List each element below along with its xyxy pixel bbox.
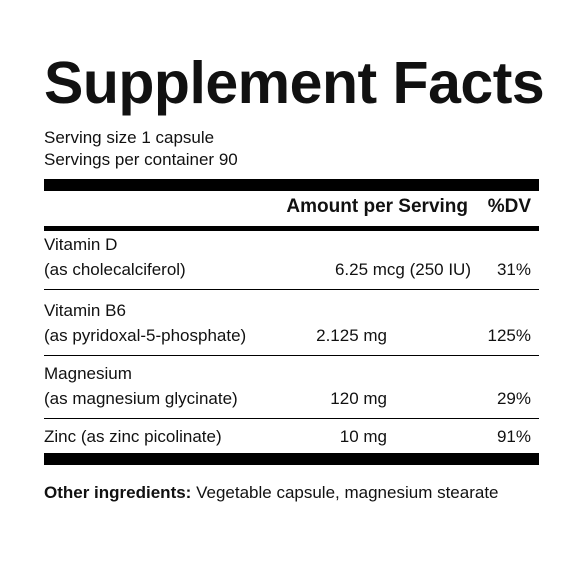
- dv-header: %DV: [487, 196, 531, 217]
- nutrient-name: Zinc (as zinc picolinate): [44, 427, 222, 446]
- nutrient-amount: 6.25 mcg (250 IU): [334, 260, 471, 279]
- nutrient-dv: 31%: [496, 260, 531, 279]
- nutrient-amount: 2.125 mg: [316, 326, 387, 345]
- thick-rule: [44, 453, 539, 465]
- title: Supplement Facts: [44, 50, 545, 116]
- nutrient-form: (as magnesium glycinate): [44, 389, 238, 408]
- amount-header: Amount per Serving: [286, 196, 468, 217]
- nutrient-amount: 120 mg: [330, 389, 387, 408]
- other-ingredients: Other ingredients: Vegetable capsule, ma…: [44, 481, 514, 505]
- nutrient-dv: 29%: [496, 389, 531, 408]
- nutrient-form: (as pyridoxal-5-phosphate): [44, 326, 247, 345]
- nutrient-name: Magnesium: [44, 364, 132, 383]
- thin-rule: [44, 418, 539, 419]
- thin-rule: [44, 355, 539, 356]
- nutrient-amount: 10 mg: [339, 427, 387, 446]
- medium-rule: [44, 226, 539, 231]
- other-text: Vegetable capsule, magnesium stearate: [196, 483, 499, 502]
- nutrient-dv: 91%: [496, 427, 531, 446]
- nutrient-form: (as cholecalciferol): [44, 260, 186, 279]
- other-label: Other ingredients:: [44, 483, 192, 502]
- serving-size: Serving size 1 capsule: [44, 128, 215, 147]
- nutrient-name: Vitamin B6: [44, 301, 126, 320]
- thick-rule: [44, 179, 539, 191]
- thin-rule: [44, 289, 539, 290]
- nutrient-dv: 125%: [487, 326, 531, 345]
- servings-per-container: Servings per container 90: [44, 150, 238, 169]
- nutrient-name: Vitamin D: [44, 235, 118, 254]
